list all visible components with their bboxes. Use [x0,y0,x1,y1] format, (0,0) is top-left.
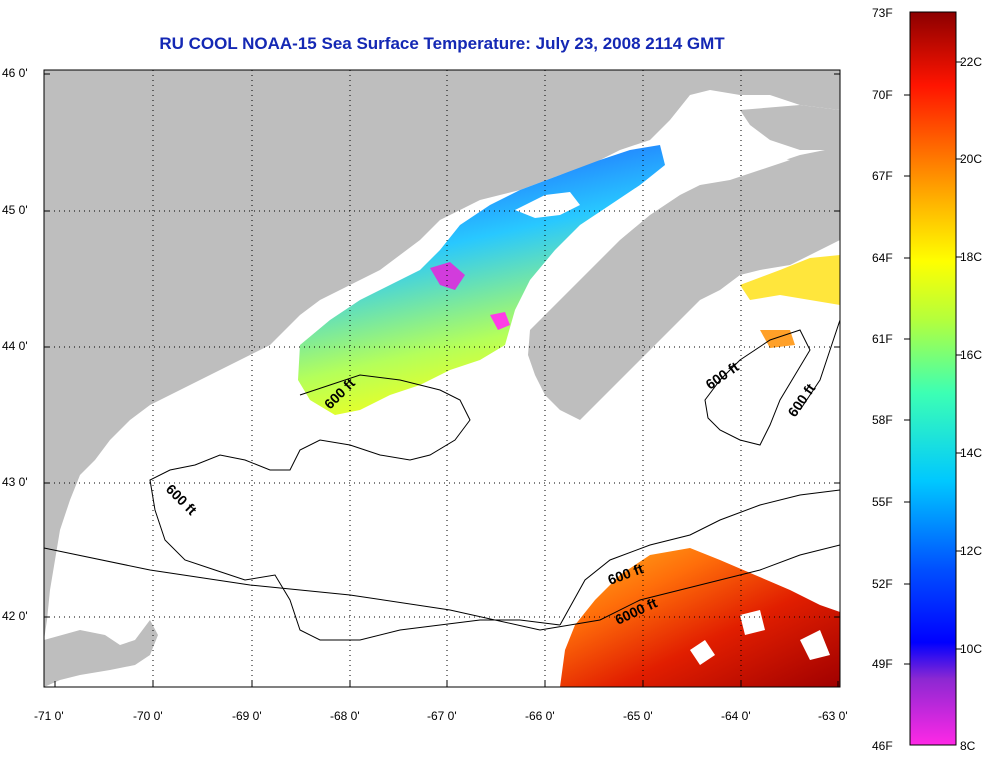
colorbar-label-12c: 12C [960,544,983,558]
land-cape-cod [44,620,158,687]
colorbar-label-52f: 52F [872,577,893,591]
colorbar-label-58f: 58F [872,413,893,427]
no-data-gulf [640,150,790,185]
colorbar-label-8c: 8C [960,739,976,753]
colorbar-label-22c: 22C [960,55,983,69]
colorbar-label-46f: 46F [872,739,893,753]
lon-label-71: -71 0' [34,709,64,723]
colorbar-label-10c: 10C [960,642,983,656]
no-data-fundy [515,192,580,218]
map-frame [43,69,841,688]
colorbar-label-70f: 70F [872,88,893,102]
colorbar-label-14c: 14C [960,446,983,460]
map-title: RU COOL NOAA-15 Sea Surface Temperature:… [159,34,725,53]
colorbar-ticks [904,61,962,665]
lon-label-70: -70 0' [133,709,163,723]
sst-scotian-patch [740,255,840,305]
lon-label-67: -67 0' [427,709,457,723]
lon-label-68: -68 0' [330,709,360,723]
contour-6000ft [44,544,840,631]
colorbar-label-61f: 61F [872,332,893,346]
lon-label-66: -66 0' [525,709,555,723]
lon-label-65: -65 0' [623,709,653,723]
lat-label-45: 45 0' [2,203,28,217]
colorbar-label-18c: 18C [960,250,983,264]
colorbar-label-64f: 64F [872,251,893,265]
lat-label-42: 42 0' [2,609,28,623]
contour-600ft-west [149,374,561,641]
colorbar-label-67f: 67F [872,169,893,183]
axis-ticks [44,73,840,687]
lon-label-63: -63 0' [818,709,848,723]
lon-label-64: -64 0' [721,709,751,723]
sst-cold-patch-2 [490,312,510,330]
lat-label-43: 43 0' [2,475,28,489]
land-mainland [44,70,840,640]
lat-label-44: 44 0' [2,339,28,353]
lon-label-69: -69 0' [232,709,262,723]
colorbar-scale [909,11,957,746]
colorbar-label-55f: 55F [872,495,893,509]
contour-600ft-east [559,489,840,626]
contour-600ft-ne2 [799,319,840,411]
contour-600ft-ne [704,329,811,446]
land-nb-upper [740,105,840,150]
colorbar-label-73f: 73F [872,6,893,20]
colorbar-label-16c: 16C [960,348,983,362]
colorbar-label-20c: 20C [960,152,983,166]
lat-label-46: 46 0' [2,66,28,80]
colorbar-label-49f: 49F [872,657,893,671]
land-nova-scotia [528,150,840,420]
